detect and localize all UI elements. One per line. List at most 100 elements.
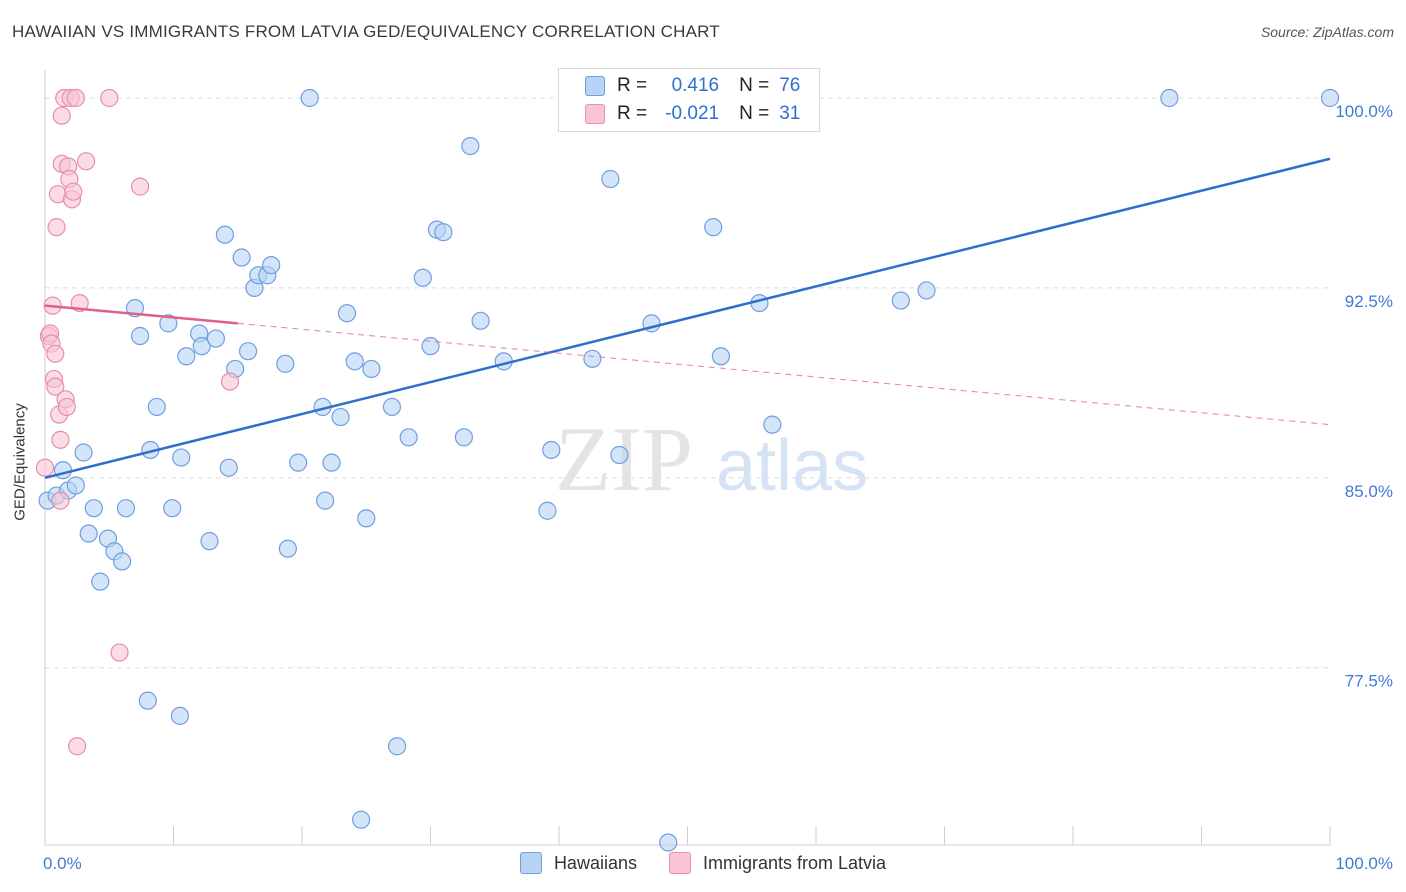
hawaiians-point	[434, 223, 453, 242]
hawaiians-point	[471, 311, 490, 330]
legend-r-value: 0.416	[671, 75, 720, 96]
hawaiians-point	[147, 397, 166, 417]
hawaiians-point	[219, 458, 238, 477]
hawaiians-point	[79, 524, 98, 543]
latvia-point	[47, 218, 66, 237]
hawaiians-point	[413, 268, 432, 287]
hawaiians-point	[337, 304, 357, 323]
hawaiians-point	[711, 347, 731, 366]
hawaiians-point	[331, 407, 350, 427]
hawaiians-point	[352, 810, 371, 829]
axes	[44, 70, 1331, 846]
legend-row-hawaiians: R = 0.416 N = 76	[559, 72, 800, 100]
series-legend: Hawaiians Immigrants from Latvia	[0, 852, 1406, 874]
legend-row-latvia: R = -0.021 N = 31	[559, 100, 800, 128]
legend-item-hawaiians[interactable]: Hawaiians	[519, 852, 637, 874]
hawaiians-point	[278, 539, 297, 558]
latvia-point	[64, 182, 83, 201]
hawaiians-point	[345, 352, 364, 371]
legend-label-hawaiians: Hawaiians	[553, 852, 637, 873]
source-label: Source: ZipAtlas.com	[1260, 24, 1394, 40]
latvia-point	[52, 106, 71, 125]
hawaiians-point	[538, 501, 557, 520]
stats-legend: R = 0.416 N = 76 R = -0.021 N = 31	[558, 68, 820, 132]
tick-labels: 77.5% 85.0% 92.5% 100.0% 0.0% 100.0%	[43, 102, 1393, 873]
legend-r-label: R =	[617, 75, 648, 96]
hawaiians-point	[421, 337, 440, 356]
hawaiians-point	[172, 448, 191, 467]
hawaiians-point	[362, 359, 381, 379]
hawaiians-point	[84, 499, 103, 518]
hawaiians-point	[130, 326, 150, 346]
hawaiians-point	[891, 291, 910, 310]
legend-swatch-hawaiians	[519, 852, 542, 874]
hawaiians-point	[601, 169, 620, 189]
legend-label-latvia: Immigrants from Latvia	[702, 852, 887, 873]
hawaiians-point	[74, 443, 93, 462]
legend-n-label: N =	[739, 103, 770, 124]
legend-swatch-latvia	[585, 104, 605, 124]
x-tick-label: 100.0%	[1335, 854, 1393, 873]
latvia-trend-line	[44, 304, 238, 325]
hawaiians-point	[322, 453, 341, 472]
y-tick-label: 92.5%	[1345, 292, 1393, 311]
hawaiians-point	[316, 491, 335, 510]
latvia-point	[66, 88, 85, 108]
latvia-point	[220, 372, 240, 391]
hawaiians-point	[917, 281, 936, 300]
watermark-atlas: atlas	[716, 426, 868, 506]
latvia-point	[51, 491, 70, 510]
hawaiians-point	[192, 337, 211, 356]
hawaiians-point	[583, 349, 602, 368]
x-tick-label: 0.0%	[43, 854, 82, 873]
hawaiians-point	[91, 572, 110, 591]
latvia-point	[100, 88, 119, 108]
latvia-point	[57, 397, 76, 417]
hawaiians-trend-line	[44, 157, 1331, 480]
hawaiians-point	[357, 509, 376, 528]
hawaiians-point	[206, 329, 226, 348]
latvia-point	[46, 377, 65, 396]
hawaiians-point	[659, 833, 678, 852]
trend-lines	[44, 157, 1331, 480]
legend-swatch-latvia	[668, 852, 691, 874]
legend-n-label: N =	[739, 75, 770, 96]
latvia-point	[130, 177, 150, 196]
latvia-point	[35, 458, 55, 477]
hawaiians-point	[276, 354, 295, 373]
hawaiians-point	[116, 499, 136, 518]
legend-item-latvia[interactable]: Immigrants from Latvia	[668, 852, 887, 874]
hawaiians-point	[170, 706, 190, 725]
hawaiians-point	[215, 225, 234, 244]
latvia-point	[46, 344, 65, 363]
hawaiians-point	[300, 88, 319, 108]
hawaiians-point	[1320, 88, 1340, 108]
hawaiians-point	[542, 440, 561, 460]
hawaiians-point	[461, 136, 480, 156]
chart-title: HAWAIIAN VS IMMIGRANTS FROM LATVIA GED/E…	[12, 22, 720, 41]
y-tick-label: 85.0%	[1345, 482, 1393, 501]
hawaiians-point	[177, 347, 196, 366]
hawaiians-point	[138, 691, 157, 710]
hawaiians-point	[200, 532, 219, 551]
hawaiians-point	[53, 461, 73, 480]
legend-swatch-hawaiians	[585, 76, 605, 96]
latvia-point	[110, 643, 129, 662]
hawaiians-point	[66, 476, 85, 495]
hawaiians-point	[262, 256, 281, 275]
legend-r-label: R =	[617, 103, 648, 124]
legend-r-value: -0.021	[665, 103, 720, 124]
latvia-point	[51, 430, 70, 449]
hawaiians-point	[763, 415, 782, 434]
legend-n-value: 76	[779, 75, 801, 96]
latvia-point	[77, 152, 96, 171]
y-tick-label: 77.5%	[1345, 672, 1393, 691]
legend-n-value: 31	[779, 103, 801, 124]
hawaiians-point	[232, 248, 251, 267]
hawaiians-point	[399, 428, 418, 447]
hawaiians-point	[163, 499, 182, 518]
hawaiians-point	[610, 445, 629, 465]
hawaiians-point	[704, 218, 723, 237]
latvia-trend-extension	[237, 322, 1331, 426]
